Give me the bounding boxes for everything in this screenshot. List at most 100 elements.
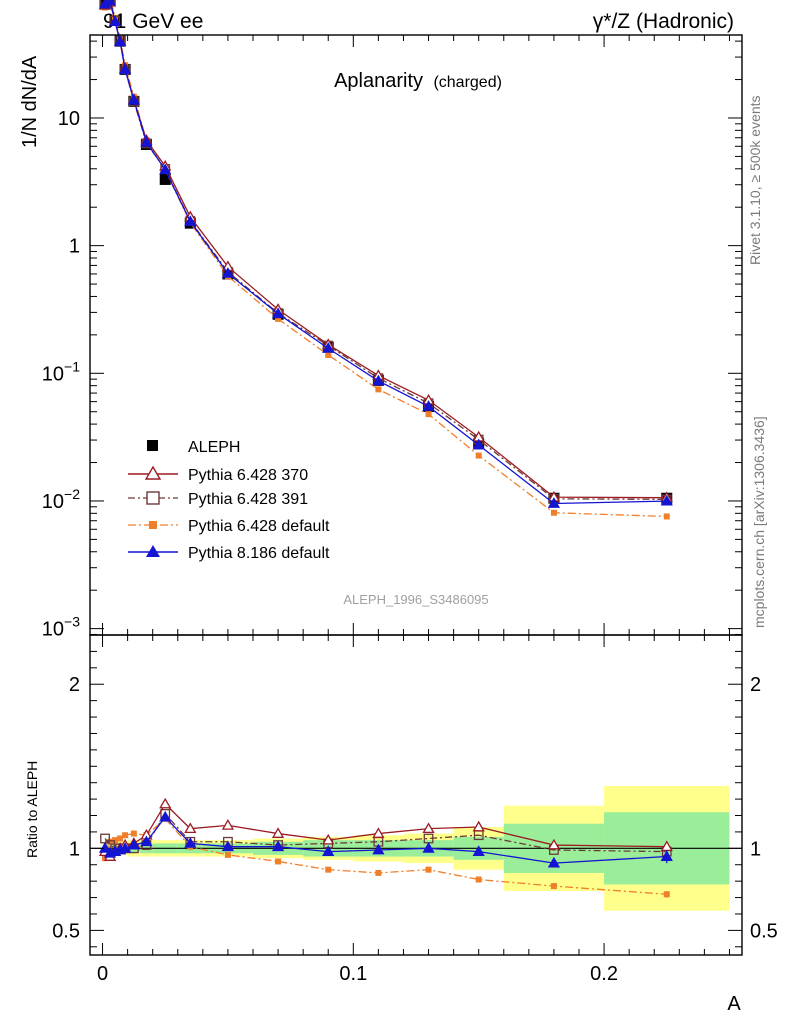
series-marker-main (140, 135, 153, 147)
legend: ALEPH Pythia 6.428 370 Pythia 6.428 391 … (128, 439, 330, 562)
legend-marker-aleph (147, 440, 158, 451)
legend-label-py6-default: Pythia 6.428 default (188, 518, 330, 535)
series-marker-ratio (660, 850, 673, 861)
ratio-y-tick-label-right: 2 (750, 674, 761, 696)
ratio-y-tick-label-left: 0.5 (52, 920, 80, 942)
legend-entry-py6-391: Pythia 6.428 391 (128, 491, 308, 508)
y-tick-label: 1 (69, 236, 80, 258)
series-marker-main (108, 15, 122, 27)
series-marker-ratio (130, 830, 137, 837)
series-marker-ratio (322, 833, 335, 845)
y-tick-label: 10−1 (42, 358, 80, 385)
series-marker-ratio (422, 842, 435, 853)
legend-label-py8-default: Pythia 8.186 default (188, 545, 330, 562)
series-marker-ratio (322, 845, 335, 857)
series-marker-ratio (221, 840, 235, 852)
header-left: 91 GeV ee (103, 10, 203, 33)
series-marker-ratio (122, 832, 129, 839)
ratio-y-axis-label: Ratio to ALEPH (24, 761, 40, 858)
legend-entry-py6-default: Pythia 6.428 default (128, 518, 330, 535)
x-tick-label: 0.1 (339, 963, 367, 985)
legend-entry-py8-default: Pythia 8.186 default (128, 545, 330, 562)
series-marker-main (663, 513, 670, 520)
rivet-label: Rivet 3.1.10, ≥ 500k events (747, 95, 763, 265)
ratio-y-tick-label-right: 1 (750, 838, 761, 860)
analysis-id: ALEPH_1996_S3486095 (343, 592, 488, 607)
y-tick-label: 10−2 (42, 486, 80, 513)
series-marker-main (472, 438, 485, 450)
series-marker-main (325, 351, 332, 358)
y-axis-label: 1/N dN/dA (19, 55, 41, 148)
series-marker-ratio (98, 842, 112, 853)
series-marker-main (127, 93, 141, 105)
series-marker-main (275, 315, 282, 322)
series-marker-ratio (425, 866, 432, 873)
series-marker-ratio (472, 845, 485, 857)
ratio-y-tick-label-left: 2 (69, 674, 80, 696)
series-marker-ratio (102, 855, 109, 862)
series-marker-ratio (547, 856, 561, 868)
series-marker-ratio (112, 837, 119, 844)
series-marker-ratio (372, 827, 385, 838)
series-marker-ratio (159, 810, 172, 822)
series-marker-ratio (372, 843, 385, 855)
ratio-y-tick-label-left: 1 (69, 838, 80, 860)
series-marker-ratio (375, 869, 382, 876)
ratio-y-tick-label-right: 0.5 (750, 920, 778, 942)
plot-title-main: Aplanarity (334, 70, 423, 92)
series-marker-main (660, 494, 673, 506)
legend-label-aleph: ALEPH (188, 439, 240, 456)
series-marker-main (322, 342, 335, 353)
series-marker-main (375, 386, 382, 393)
series-marker-main (547, 497, 561, 508)
series-marker-ratio (184, 822, 197, 834)
legend-entry-py6-370: Pythia 6.428 370 (128, 465, 308, 484)
legend-label-py6-391: Pythia 6.428 391 (188, 491, 308, 508)
series-marker-ratio (325, 866, 332, 873)
series-marker-main (550, 509, 557, 516)
y-tick-label: 102 (50, 0, 80, 2)
plot-title: Aplanarity (charged) (334, 70, 502, 92)
series-marker-ratio (475, 876, 482, 883)
series-marker-ratio (117, 835, 124, 842)
legend-marker-py6-391 (146, 491, 160, 505)
series-marker-main (425, 411, 432, 418)
data-point-aleph (159, 173, 171, 185)
series-marker-ratio (184, 837, 197, 848)
x-tick-label: 0.2 (590, 963, 618, 985)
y-tick-label: 10 (58, 108, 80, 130)
x-axis-label: A (727, 993, 741, 1015)
series-marker-main (422, 400, 435, 411)
legend-label-py6-370: Pythia 6.428 370 (188, 467, 308, 484)
legend-marker-py6-default (149, 521, 157, 529)
series-marker-ratio (547, 838, 561, 850)
mcplots-label: mcplots.cern.ch [arXiv:1306.3436] (751, 416, 767, 628)
series-marker-ratio (140, 835, 153, 847)
series-marker-main (221, 267, 235, 278)
series-marker-ratio (271, 827, 285, 838)
series-marker-ratio (221, 819, 235, 830)
series-marker-ratio (422, 822, 435, 834)
series-marker-ratio (107, 838, 114, 845)
series-marker-main (372, 374, 385, 386)
series-marker-main (184, 215, 197, 226)
series-marker-ratio (275, 858, 282, 865)
series-marker-main (271, 307, 285, 319)
legend-marker-py6-370 (144, 465, 162, 480)
series-marker-main (475, 452, 482, 459)
legend-entry-aleph: ALEPH (147, 439, 240, 456)
series-marker-main (103, 0, 117, 6)
series-marker-ratio (271, 840, 285, 852)
series-marker-ratio (550, 883, 557, 890)
header-right: γ*/Z (Hadronic) (593, 10, 734, 33)
series-marker-ratio (118, 842, 132, 853)
legend-marker-py8-default (146, 545, 160, 557)
series-marker-main (118, 63, 132, 74)
series-marker-ratio (127, 838, 141, 850)
series-marker-main (159, 163, 172, 175)
series-marker-ratio (472, 820, 485, 832)
series-marker-ratio (159, 797, 172, 809)
series-marker-ratio (663, 891, 670, 898)
series-marker-ratio (224, 851, 231, 858)
